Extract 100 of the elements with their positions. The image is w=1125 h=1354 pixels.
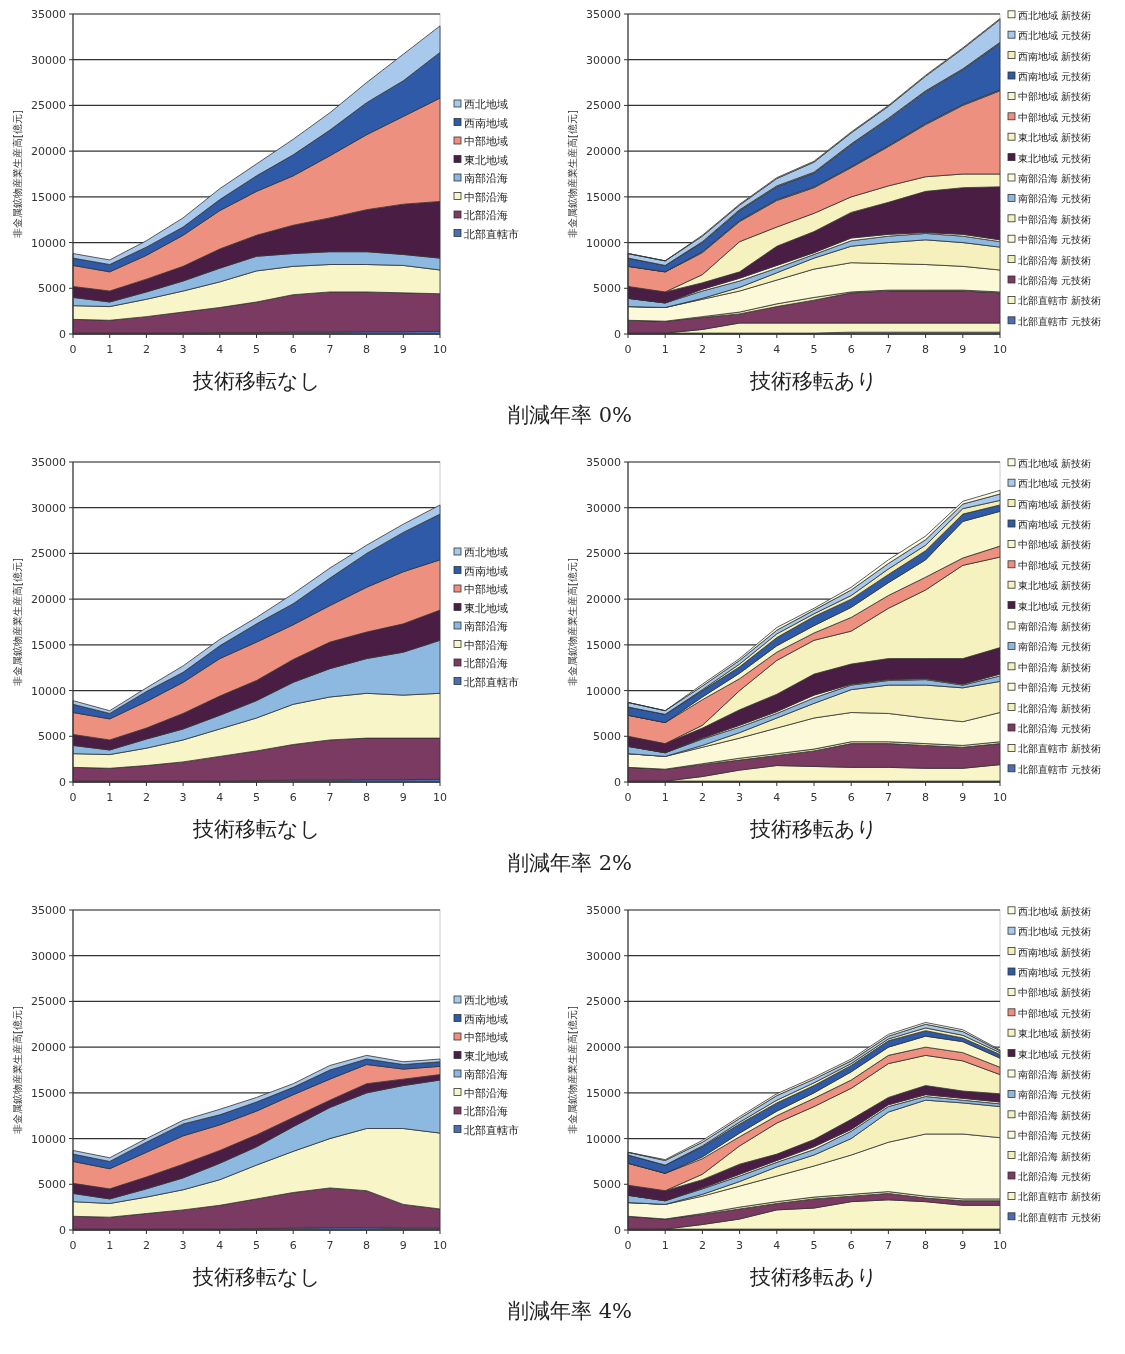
x-tick-label: 9 xyxy=(399,1239,407,1252)
legend-label: 中部沿海 元技術 xyxy=(1018,682,1092,694)
x-tick-label: 10 xyxy=(993,343,1007,356)
y-tick-label: 35000 xyxy=(31,456,66,469)
x-tick-label: 8 xyxy=(363,791,371,804)
x-tick-label: 5 xyxy=(253,791,260,804)
legend-label: 西北地域 元技術 xyxy=(1018,478,1092,490)
legend-label: 西南地域 元技術 xyxy=(1018,967,1092,978)
legend-label: 南部沿海 xyxy=(464,1068,508,1081)
y-tick-label: 15000 xyxy=(586,638,621,652)
legend-label: 東北地域 元技術 xyxy=(1018,152,1092,164)
y-tick-label: 35000 xyxy=(586,8,621,21)
legend-label: 北部直轄市 xyxy=(464,675,519,689)
legend-label: 中部地域 新技術 xyxy=(1018,987,1092,999)
y-tick-label: 15000 xyxy=(31,1086,66,1100)
legend-label: 西南地域 xyxy=(464,564,508,578)
y-tick-label: 35000 xyxy=(31,8,66,21)
legend-label: 北部沿海 xyxy=(464,209,508,222)
legend-label: 西南地域 xyxy=(464,1012,508,1026)
x-tick-label: 3 xyxy=(736,1239,744,1252)
x-tick-label: 5 xyxy=(253,343,260,356)
legend-label: 中部地域 xyxy=(464,583,508,596)
legend-label: 西南地域 元技術 xyxy=(1018,71,1092,82)
y-tick-label: 35000 xyxy=(586,456,621,469)
legend-label: 南部沿海 xyxy=(464,172,508,185)
x-tick-label: 7 xyxy=(884,791,892,804)
legend-label: 中部地域 xyxy=(464,135,508,148)
legend-label: 東北地域 元技術 xyxy=(1018,600,1092,612)
x-tick-label: 0 xyxy=(624,791,632,804)
y-axis-title: 非金属鉱物産業生産高[億元] xyxy=(567,110,578,238)
legend-label: 中部沿海 元技術 xyxy=(1018,234,1092,246)
y-tick-label: 15000 xyxy=(31,638,66,652)
y-axis-title: 非金属鉱物産業生産高[億元] xyxy=(567,558,578,686)
x-tick-label: 4 xyxy=(773,1239,781,1252)
legend-label: 北部直轄市 xyxy=(464,227,519,241)
x-axis-title: 技術移転なし xyxy=(191,369,321,393)
y-tick-label: 5000 xyxy=(38,730,66,744)
x-tick-label: 2 xyxy=(698,343,706,356)
x-tick-label: 8 xyxy=(363,343,371,356)
y-tick-label: 10000 xyxy=(31,236,66,250)
legend-label: 中部地域 xyxy=(464,1031,508,1044)
x-tick-label: 6 xyxy=(289,791,297,804)
y-tick-label: 30000 xyxy=(586,949,621,963)
legend-label: 東北地域 元技術 xyxy=(1018,1048,1092,1060)
x-tick-label: 10 xyxy=(433,343,447,356)
x-tick-label: 2 xyxy=(698,1239,706,1252)
x-tick-label: 4 xyxy=(773,343,781,356)
legend-label: 北部沿海 xyxy=(464,1105,508,1118)
x-tick-label: 7 xyxy=(884,343,892,356)
legend-label: 中部沿海 xyxy=(464,1086,508,1100)
x-tick-label: 0 xyxy=(69,343,77,356)
x-tick-label: 1 xyxy=(661,343,669,356)
x-axis-title: 技術移転なし xyxy=(191,1265,321,1289)
legend-label: 東北地域 xyxy=(464,1049,508,1063)
text: 削減年率 2% xyxy=(508,851,632,875)
text: 削減年率 0% xyxy=(508,403,632,427)
legend-label: 北部沿海 新技術 xyxy=(1018,1150,1092,1162)
y-tick-label: 5000 xyxy=(593,730,621,744)
x-tick-label: 0 xyxy=(69,1239,77,1252)
y-tick-label: 20000 xyxy=(586,145,621,159)
legend-label: 南部沿海 新技術 xyxy=(1018,173,1092,184)
legend-label: 北部直轄市 元技術 xyxy=(1018,1211,1102,1223)
x-tick-label: 0 xyxy=(69,791,77,804)
legend-label: 西南地域 新技術 xyxy=(1018,498,1092,510)
legend-label: 西北地域 新技術 xyxy=(1018,905,1092,917)
text: 削減年率 4% xyxy=(508,1299,632,1323)
legend-label: 北部直轄市 新技術 xyxy=(1018,743,1102,755)
legend-label: 東北地域 xyxy=(464,601,508,615)
x-tick-label: 1 xyxy=(106,791,114,804)
legend-label: 北部沿海 元技術 xyxy=(1018,275,1092,286)
legend-label: 中部地域 元技術 xyxy=(1018,111,1092,123)
x-tick-label: 8 xyxy=(922,1239,930,1252)
x-tick-label: 5 xyxy=(810,343,818,356)
x-tick-label: 7 xyxy=(326,791,334,804)
x-tick-label: 9 xyxy=(959,1239,967,1252)
x-tick-label: 3 xyxy=(736,343,744,356)
legend-label: 中部沿海 xyxy=(464,638,508,652)
x-tick-label: 3 xyxy=(179,791,187,804)
y-tick-label: 0 xyxy=(614,328,621,341)
y-tick-label: 20000 xyxy=(31,145,66,159)
y-tick-label: 0 xyxy=(59,328,66,341)
y-tick-label: 30000 xyxy=(586,501,621,515)
legend-label: 中部沿海 xyxy=(464,190,508,204)
y-axis-title: 非金属鉱物産業生産高[億元] xyxy=(12,110,23,238)
legend-label: 西北地域 xyxy=(464,98,508,111)
legend-label: 北部沿海 新技術 xyxy=(1018,702,1092,714)
y-tick-label: 25000 xyxy=(31,99,66,113)
y-tick-label: 5000 xyxy=(593,1178,621,1192)
y-tick-label: 0 xyxy=(614,776,621,789)
legend-label: 中部沿海 新技術 xyxy=(1018,213,1092,225)
legend-label: 北部直轄市 新技術 xyxy=(1018,295,1102,307)
y-tick-label: 30000 xyxy=(586,53,621,67)
legend-label: 中部沿海 新技術 xyxy=(1018,1109,1092,1121)
y-tick-label: 25000 xyxy=(31,995,66,1009)
x-tick-label: 3 xyxy=(179,1239,187,1252)
x-tick-label: 10 xyxy=(433,1239,447,1252)
legend-label: 北部沿海 元技術 xyxy=(1018,1171,1092,1182)
x-tick-label: 2 xyxy=(142,343,150,356)
x-axis-title: 技術移転なし xyxy=(191,817,321,841)
legend-label: 南部沿海 元技術 xyxy=(1018,1089,1092,1101)
